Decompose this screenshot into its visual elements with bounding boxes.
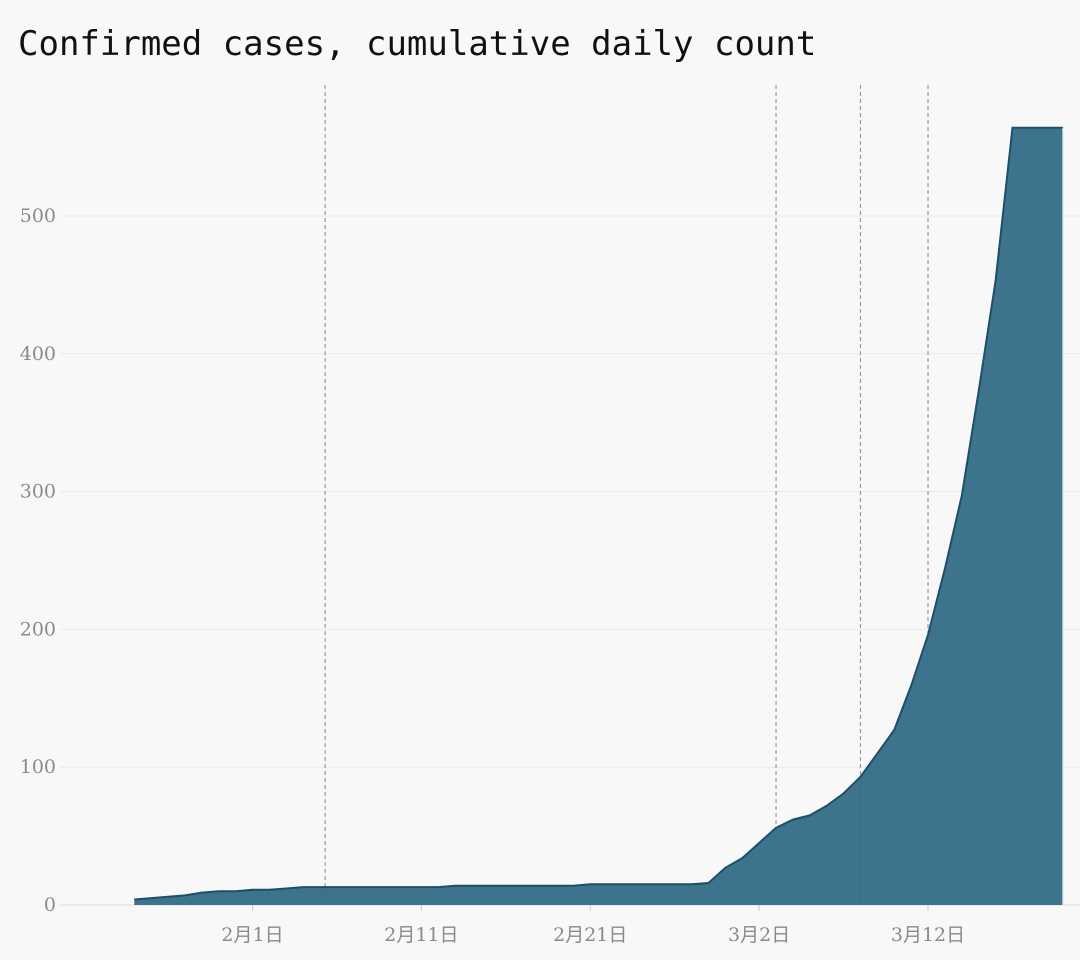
y-axis: 0 100 200 300 400 500 (20, 205, 56, 916)
x-tick-label-2: 2月11日 (384, 924, 458, 946)
series-line (134, 126, 1064, 901)
y-tick-label-300: 300 (20, 481, 56, 503)
x-tick-label-4: 3月2日 (728, 924, 790, 946)
series-area (134, 126, 1064, 906)
chart-title: Confirmed cases, cumulative daily count (18, 24, 817, 64)
y-tick-label-0: 0 (44, 894, 56, 916)
event-lines (324, 85, 929, 905)
x-axis: 2月1日 2月11日 2月21日 3月2日 3月12日 (221, 905, 965, 946)
y-tick-label-400: 400 (20, 343, 56, 365)
y-tick-label-200: 200 (20, 618, 56, 640)
x-tick-label-1: 2月1日 (221, 924, 283, 946)
y-tick-label-500: 500 (20, 205, 56, 227)
x-tick-label-5: 3月12日 (891, 924, 965, 946)
y-tick-label-100: 100 (20, 756, 56, 778)
area-fill (134, 127, 1064, 906)
x-tick-label-3: 2月21日 (553, 924, 627, 946)
